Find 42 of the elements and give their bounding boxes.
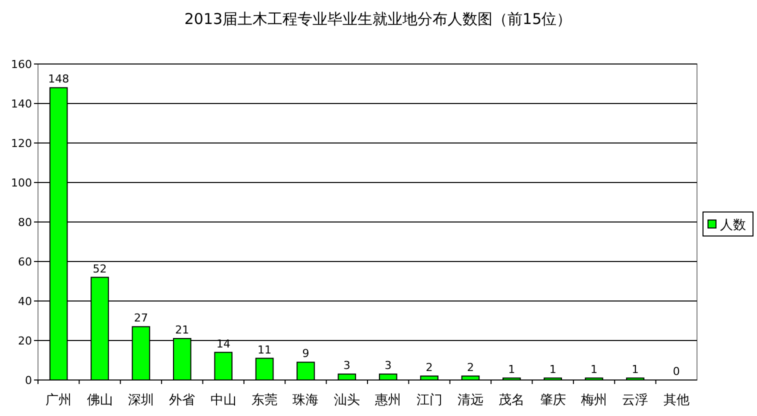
x-tick-label: 汕头 — [334, 393, 360, 408]
data-label: 3 — [343, 359, 350, 372]
data-label: 9 — [302, 347, 310, 360]
legend-label: 人数 — [720, 218, 746, 233]
data-label: 1 — [632, 363, 639, 376]
x-tick-label: 清远 — [457, 393, 484, 408]
data-label: 2 — [426, 361, 433, 374]
x-tick-label: 梅州 — [580, 393, 608, 408]
y-tick-label: 20 — [18, 334, 32, 348]
data-label: 0 — [672, 365, 680, 378]
y-tick-label: 40 — [18, 295, 32, 308]
data-label: 52 — [92, 262, 107, 276]
y-tick-label: 0 — [25, 374, 32, 387]
x-tick-label: 云浮 — [622, 393, 648, 408]
x-tick-label: 中山 — [210, 393, 236, 408]
data-label: 21 — [175, 324, 190, 337]
x-tick-label: 外省 — [169, 393, 196, 408]
x-tick-label: 肇庆 — [540, 393, 566, 408]
x-tick-label: 惠州 — [374, 393, 402, 408]
x-tick-label: 其他 — [663, 393, 690, 408]
data-label: 2 — [466, 361, 474, 374]
y-tick-label: 160 — [11, 58, 32, 71]
x-tick-label: 江门 — [416, 392, 442, 408]
y-tick-label: 120 — [11, 137, 32, 150]
y-tick-label: 140 — [11, 98, 32, 110]
data-label: 3 — [384, 359, 392, 372]
y-tick-label: 60 — [18, 256, 32, 268]
x-tick-label: 广州 — [46, 393, 72, 408]
y-tick-label: 100 — [11, 176, 32, 190]
x-tick-label: 佛山 — [86, 393, 113, 408]
y-tick-label: 80 — [18, 216, 32, 229]
x-tick-label: 深圳 — [128, 393, 154, 408]
data-label: 148 — [48, 72, 70, 86]
data-label: 1 — [590, 363, 598, 376]
x-tick-label: 珠海 — [292, 393, 319, 408]
data-label: 1 — [508, 363, 516, 376]
data-label: 11 — [258, 343, 272, 356]
x-tick-label: 东莞 — [252, 393, 278, 408]
title: 2013届土木工程专业毕业生就业地分布人数图（前15位） — [184, 10, 572, 28]
x-tick-label: 茂名 — [498, 393, 525, 408]
data-label: 27 — [134, 312, 148, 325]
data-label: 1 — [549, 363, 556, 376]
